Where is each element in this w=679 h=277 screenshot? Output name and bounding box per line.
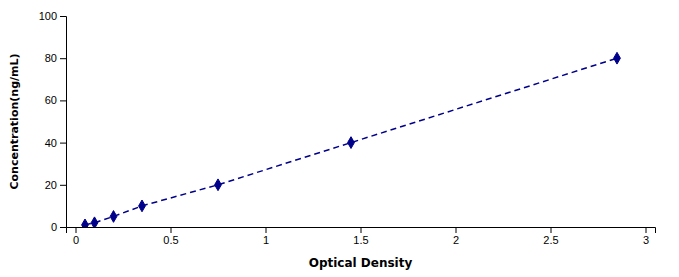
x-tick: 1.5 [353, 227, 368, 246]
y-axis-line [60, 17, 67, 228]
chart: 0 0.5 1 1.5 2 2.5 3 0 20 40 60 80 100 Optical Density… [0, 0, 679, 277]
point [91, 217, 98, 227]
x-tick-mark [456, 227, 457, 233]
y-axis-title: Concentration(ng/mL) [8, 53, 21, 189]
x-tick-label: 0.5 [163, 234, 178, 246]
x-tick-label: 3 [643, 234, 649, 246]
y-axis: 0 20 40 60 80 100 [39, 10, 67, 233]
x-tick-label: 1 [263, 234, 269, 246]
y-tick: 100 [39, 10, 66, 22]
y-tick-mark [60, 100, 66, 101]
x-tick-mark [266, 227, 267, 233]
plot-area: 0 0.5 1 1.5 2 2.5 3 0 20 40 60 80 100 Optical Density… [8, 10, 656, 270]
point [614, 52, 621, 64]
y-tick-label: 100 [39, 10, 57, 22]
x-tick: 0.5 [163, 227, 178, 246]
y-tick-label: 40 [45, 137, 57, 149]
x-tick-label: 2.5 [543, 234, 558, 246]
y-tick-mark [60, 143, 66, 144]
point [139, 200, 146, 212]
x-tick-label: 1.5 [353, 234, 368, 246]
x-tick: 1 [263, 227, 269, 246]
point [110, 211, 117, 223]
y-tick-label: 60 [45, 94, 57, 106]
x-axis: 0 0.5 1 1.5 2 2.5 3 [67, 227, 656, 246]
y-tick-mark [60, 58, 66, 59]
y-tick: 80 [45, 52, 66, 64]
y-tick-mark [60, 16, 66, 17]
x-tick-mark [361, 227, 362, 233]
x-tick: 2 [453, 227, 459, 246]
y-tick-label: 80 [45, 52, 57, 64]
y-tick-label: 20 [45, 179, 57, 191]
x-tick-mark [646, 227, 647, 233]
x-tick: 0 [73, 227, 79, 246]
line [85, 58, 617, 225]
point [348, 137, 355, 149]
y-tick: 20 [45, 179, 66, 191]
x-tick: 2.5 [543, 227, 558, 246]
y-tick: 40 [45, 137, 66, 149]
x-axis-line [67, 228, 656, 234]
x-tick: 3 [643, 227, 649, 246]
y-tick-label: 0 [51, 221, 57, 233]
y-tick: 0 [51, 221, 66, 233]
x-tick-mark [76, 227, 77, 233]
point [215, 179, 222, 191]
point [82, 219, 89, 227]
y-tick: 60 [45, 94, 66, 106]
x-axis-title: Optical Density [309, 256, 413, 270]
y-tick-mark [60, 227, 66, 228]
x-tick-label: 2 [453, 234, 459, 246]
x-tick-mark [551, 227, 552, 233]
x-tick-mark [171, 227, 172, 233]
data-layer [82, 52, 621, 227]
x-tick-label: 0 [73, 234, 79, 246]
y-tick-mark [60, 185, 66, 186]
